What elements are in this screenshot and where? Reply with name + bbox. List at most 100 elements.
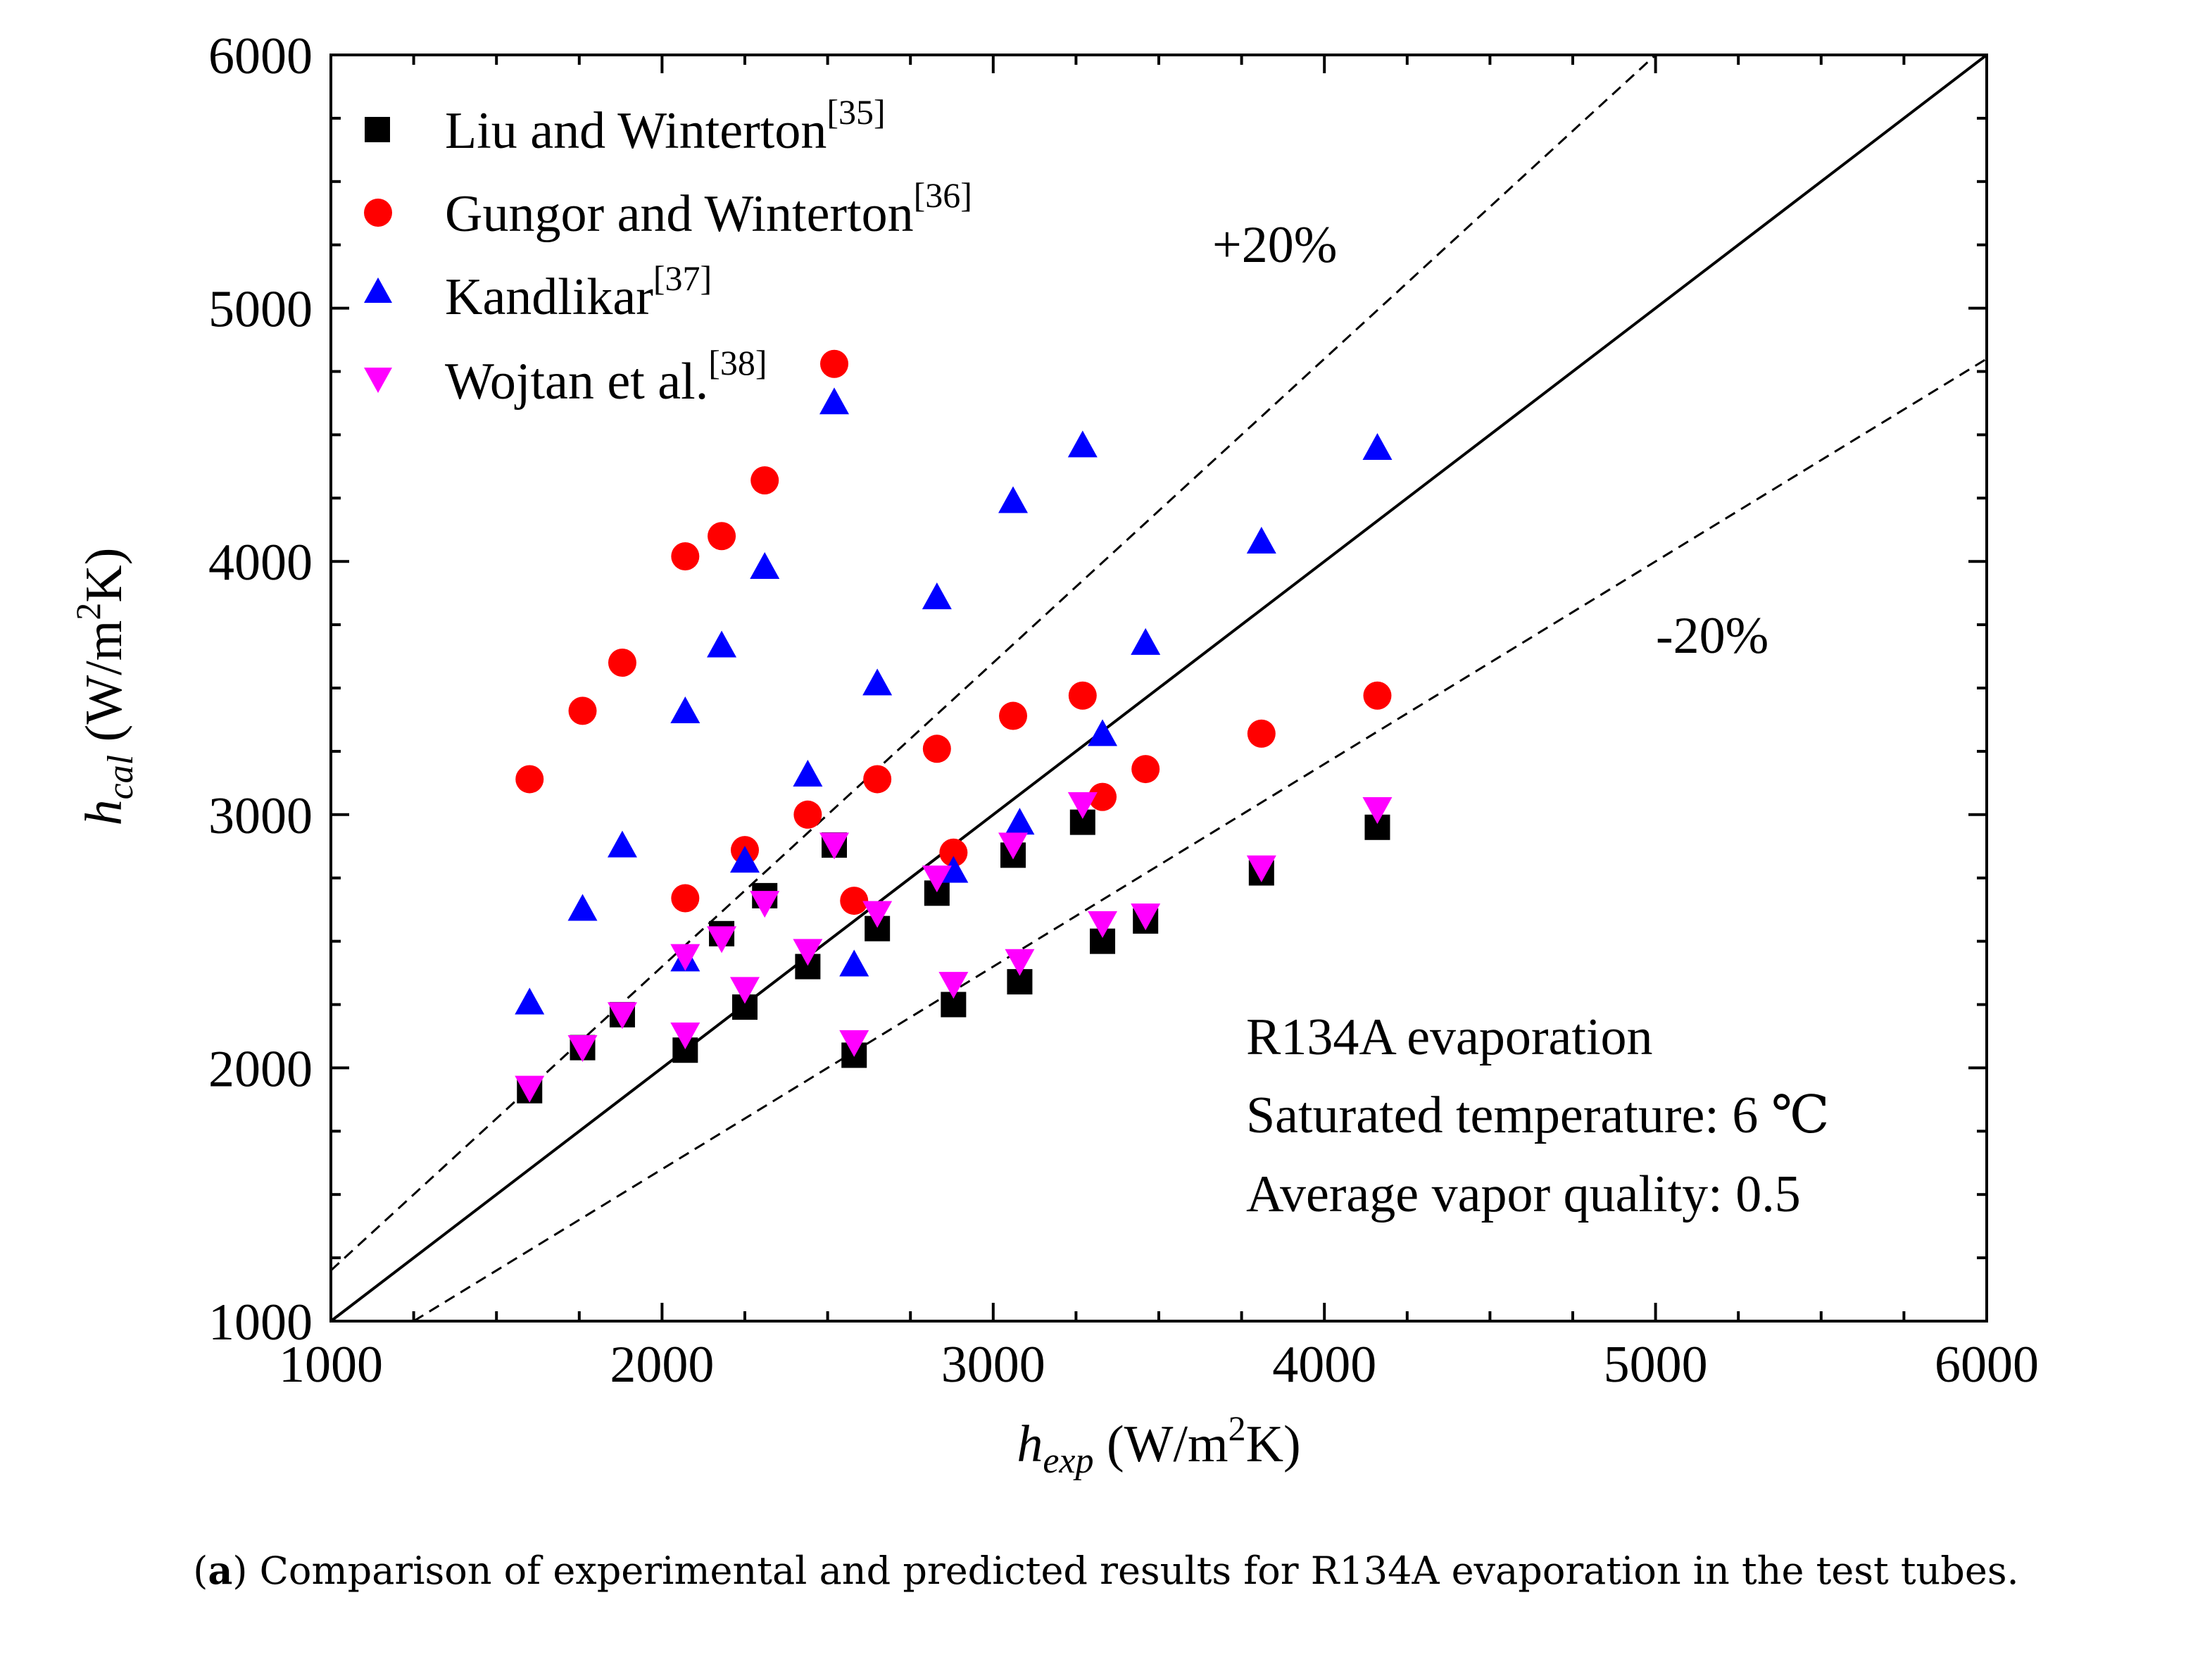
data-point-triangle-up [1067, 430, 1098, 458]
annotation-temperature: Saturated temperature: 6 ℃ [1246, 1087, 1830, 1144]
y-tick-label: 3000 [208, 787, 313, 845]
data-point-circle [568, 696, 597, 725]
figure-caption: (a) Comparison of experimental and predi… [193, 1548, 2019, 1593]
data-point-triangle-down [670, 944, 700, 971]
series-circle [515, 349, 1392, 915]
legend-item-kandlikar: Kandlikar[37] [364, 258, 712, 326]
data-point-circle [793, 800, 822, 829]
data-point-triangle-up [839, 949, 869, 977]
data-point-triangle-up [607, 830, 637, 858]
legend-item-liu: Liu and Winterton[35] [365, 92, 886, 160]
data-point-circle [939, 838, 968, 867]
data-point-triangle-up [750, 551, 780, 579]
plus-20-label: +20% [1212, 216, 1337, 274]
data-point-circle [1363, 681, 1392, 710]
legend-marker-triangle-up [364, 277, 392, 303]
data-point-circle [922, 735, 951, 763]
caption-text: Comparison of experimental and predicted… [247, 1549, 2019, 1593]
data-point-triangle-down [1246, 855, 1276, 882]
legend: Liu and Winterton[35] Gungor and Wintert… [364, 92, 972, 411]
y-tick-label: 4000 [208, 534, 313, 592]
data-point-triangle-down [515, 1075, 545, 1103]
data-point-triangle-down [922, 865, 952, 893]
data-point-circle [1131, 755, 1160, 784]
data-point-triangle-down [730, 977, 760, 1004]
data-point-triangle-up [567, 894, 598, 921]
data-point-circle [515, 765, 544, 794]
data-point-circle [1088, 782, 1117, 811]
data-point-triangle-up [515, 987, 545, 1015]
x-tick-label: 6000 [1935, 1336, 2039, 1394]
data-point-circle [671, 542, 700, 571]
reference-line-plus-20 [329, 54, 1657, 1272]
x-tick-label: 5000 [1604, 1336, 1708, 1394]
data-point-triangle-down [998, 832, 1029, 860]
data-point-triangle-up [1246, 527, 1276, 554]
data-point-triangle-up [670, 696, 700, 723]
x-tick-label: 3000 [941, 1336, 1045, 1394]
x-tick-label: 1000 [279, 1336, 383, 1394]
y-axis-title: hcal (W/m2K) [68, 548, 141, 826]
data-point-triangle-down [1067, 792, 1098, 819]
reference-line-parity [329, 54, 1988, 1323]
data-point-triangle-up [1131, 627, 1161, 655]
series-triangle-down [515, 792, 1393, 1103]
legend-marker-square [365, 117, 390, 142]
data-point-triangle-down [839, 1030, 869, 1057]
data-point-triangle-down [707, 926, 737, 954]
data-point-circle [750, 466, 779, 495]
data-point-triangle-up [1088, 719, 1118, 746]
data-point-triangle-up [793, 759, 823, 787]
legend-marker-triangle-down [364, 368, 392, 393]
axis-ticks [329, 54, 1988, 1323]
legend-item-wojtan: Wojtan et al.[38] [364, 343, 767, 411]
legend-label-wojtan: Wojtan et al.[38] [445, 343, 767, 411]
data-point-circle [999, 701, 1028, 730]
y-tick-label: 2000 [208, 1040, 313, 1098]
y-tick-label: 5000 [208, 281, 313, 339]
data-points [515, 349, 1393, 1104]
annotation-quality: Average vapor quality: 0.5 [1246, 1165, 1801, 1223]
legend-label-liu: Liu and Winterton[35] [445, 92, 886, 160]
x-tick-label: 4000 [1272, 1336, 1376, 1394]
chart: 1000 2000 3000 4000 5000 6000 1000 2000 3000 400… [68, 27, 2039, 1481]
data-point-circle [820, 349, 849, 378]
data-point-triangle-down [793, 939, 823, 966]
y-tick-label: 6000 [208, 27, 313, 85]
data-point-circle [863, 765, 892, 794]
legend-item-gungor: Gungor and Winterton[36] [364, 175, 972, 243]
data-point-triangle-up [819, 387, 850, 415]
data-point-triangle-up [707, 630, 737, 658]
series-triangle-up [515, 387, 1393, 1015]
data-point-triangle-down [750, 891, 780, 918]
data-point-triangle-up [938, 856, 969, 883]
data-point-triangle-down [1362, 797, 1393, 825]
data-point-circle [671, 884, 700, 913]
data-point-triangle-down [567, 1035, 598, 1063]
x-tick-label: 2000 [610, 1336, 714, 1394]
data-point-circle [1247, 719, 1276, 748]
data-point-triangle-down [1005, 949, 1035, 976]
data-point-triangle-up [862, 668, 893, 696]
data-point-circle [708, 522, 736, 551]
legend-label-kandlikar: Kandlikar[37] [445, 258, 712, 326]
data-point-circle [840, 887, 869, 915]
data-point-triangle-down [1131, 904, 1161, 931]
x-tick-labels: 1000 2000 3000 4000 5000 6000 [279, 1336, 2039, 1394]
reference-line-minus-20 [413, 358, 1987, 1323]
caption-label: a [208, 1548, 233, 1593]
minus-20-label: -20% [1656, 607, 1768, 665]
legend-marker-circle [364, 199, 392, 227]
reference-lines [329, 54, 1988, 1323]
data-point-circle [608, 649, 636, 677]
data-point-triangle-up [730, 846, 760, 873]
data-point-triangle-up [922, 582, 952, 610]
data-point-circle [1068, 681, 1097, 710]
data-point-triangle-down [1088, 911, 1118, 938]
plot-frame [329, 54, 1988, 1323]
data-point-triangle-down [607, 1002, 637, 1030]
data-point-triangle-up [998, 486, 1029, 513]
legend-label-gungor: Gungor and Winterton[36] [445, 175, 972, 243]
x-axis-title: hexp (W/m2K) [1017, 1408, 1300, 1481]
data-point-triangle-up [1362, 432, 1393, 460]
